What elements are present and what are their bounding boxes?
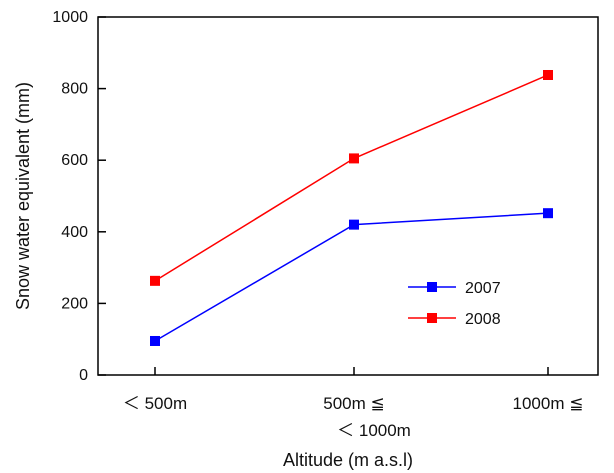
- y-tick-label: 600: [61, 152, 88, 169]
- data-point-2008: [543, 69, 553, 80]
- y-tick-label: 1000: [52, 9, 88, 26]
- y-axis: 0 200 400 600 800 1000: [52, 9, 106, 384]
- x-tick-label: ＜ 500m: [123, 394, 187, 413]
- y-tick-label: 400: [61, 224, 88, 241]
- data-point-2008: [150, 275, 160, 286]
- legend-label-2008: 2008: [465, 311, 501, 328]
- data-point-2007: [349, 219, 359, 230]
- legend: 2007 2008: [408, 280, 501, 328]
- data-point-2007: [150, 335, 160, 346]
- series-layer: [150, 69, 553, 346]
- x-tick-label: 1000m ≦: [513, 394, 584, 413]
- x-axis: ＜ 500m 500m ≦ ＜ 1000m 1000m ≦: [123, 367, 584, 440]
- legend-marker-2008: [427, 313, 437, 323]
- data-point-2008: [349, 153, 359, 164]
- y-tick-label: 200: [61, 295, 88, 312]
- legend-label-2007: 2007: [465, 280, 501, 297]
- legend-marker-2007: [427, 282, 437, 292]
- x-tick-label: ＜ 1000m: [337, 421, 411, 440]
- y-axis-title: Snow water equivalent (mm): [13, 82, 33, 310]
- y-tick-label: 800: [61, 81, 88, 98]
- plot-frame: [97, 16, 599, 376]
- series-line-2008: [154, 74, 549, 282]
- data-point-2007: [543, 208, 553, 219]
- x-axis-title: Altitude (m a.s.l): [283, 450, 413, 470]
- y-tick-label: 0: [79, 367, 88, 384]
- x-tick-label: 500m ≦: [323, 394, 385, 413]
